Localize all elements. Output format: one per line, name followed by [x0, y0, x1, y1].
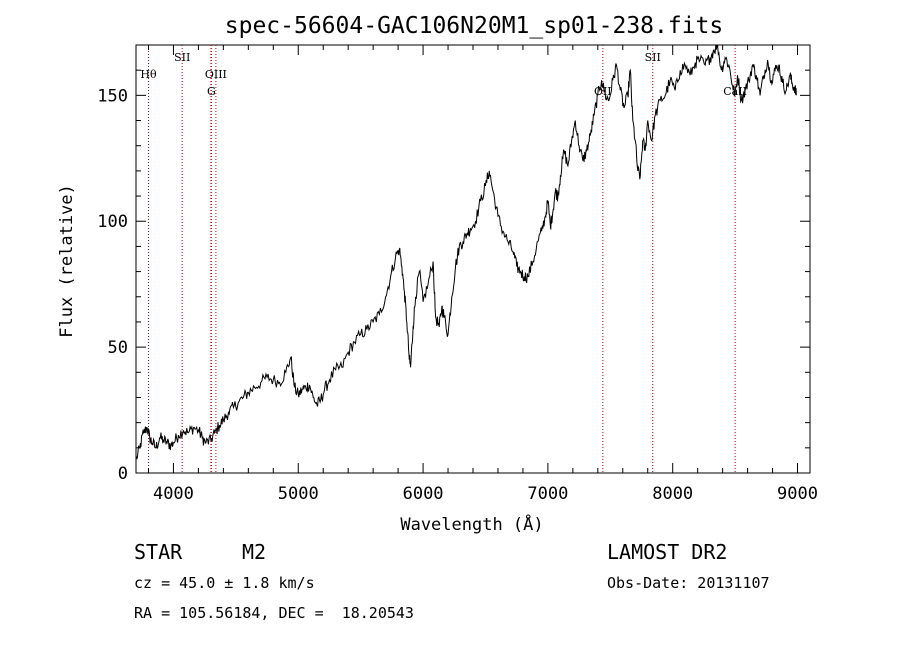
spectrum-chart: spec-56604-GAC106N20M1_sp01-238.fits Wav…	[57, 13, 818, 535]
x-tick-label: 7000	[527, 484, 568, 504]
x-tick-label: 4000	[153, 484, 194, 504]
y-tick-label: 0	[118, 464, 128, 484]
marker-label: SII	[174, 51, 190, 64]
marker-label: OIII	[205, 68, 227, 81]
series-layer	[135, 44, 797, 461]
survey-label: LAMOST DR2	[607, 540, 728, 564]
y-tick-label: 150	[97, 86, 128, 106]
coords-text: RA = 105.56184, DEC = 18.20543	[134, 604, 414, 622]
x-tick-label: 9000	[777, 484, 818, 504]
object-class: STAR	[134, 540, 183, 564]
marker-label: SII	[645, 51, 661, 64]
marker-label: Hθ	[140, 68, 157, 81]
x-tick-label: 6000	[403, 484, 444, 504]
marker-label: G	[207, 85, 216, 98]
axis-ticks: 4000 5000 6000 7000 8000 9000 0 50 100 150	[97, 45, 818, 504]
y-axis-label: Flux (relative)	[57, 184, 77, 338]
x-axis-label: Wavelength (Å)	[400, 513, 543, 535]
obs-date-text: Obs-Date: 20131107	[607, 574, 770, 592]
x-tick-label: 5000	[278, 484, 319, 504]
x-tick-label: 8000	[652, 484, 693, 504]
redshift-text: cz = 45.0 ± 1.8 km/s	[134, 574, 315, 592]
y-tick-label: 50	[108, 338, 128, 358]
spectrum-line	[135, 44, 797, 461]
object-subclass: M2	[242, 540, 267, 564]
chart-title: spec-56604-GAC106N20M1_sp01-238.fits	[225, 13, 724, 39]
y-tick-label: 100	[97, 212, 128, 232]
